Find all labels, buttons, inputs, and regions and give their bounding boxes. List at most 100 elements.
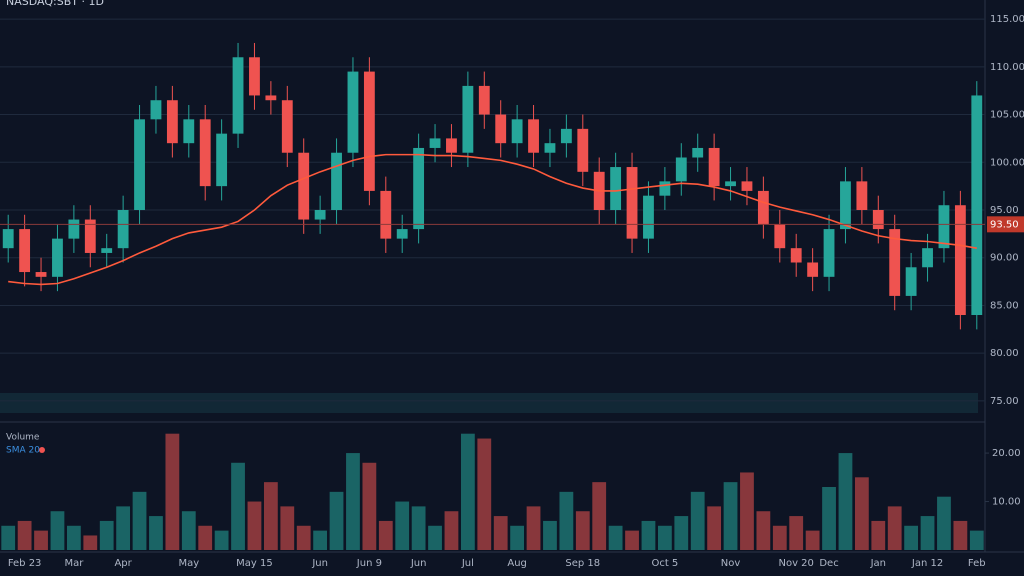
candle-body bbox=[68, 219, 80, 239]
candle-body bbox=[725, 181, 736, 187]
candle-body bbox=[954, 205, 966, 315]
volume-tick-label: 20.00 bbox=[992, 448, 1021, 459]
candle-body bbox=[840, 181, 851, 230]
volume-bar bbox=[444, 511, 459, 550]
volume-bar bbox=[723, 482, 738, 550]
volume-bar bbox=[674, 516, 689, 550]
y-tick-label: 85.00 bbox=[990, 300, 1019, 311]
x-tick-label: Aug bbox=[507, 558, 527, 569]
volume-bar bbox=[346, 453, 360, 550]
volume-bar bbox=[657, 525, 672, 550]
x-tick-label: Feb bbox=[968, 558, 986, 569]
volume-bar bbox=[66, 525, 81, 550]
volume-bar bbox=[953, 520, 968, 550]
price-label: 93.50 bbox=[990, 219, 1019, 230]
volume-bar bbox=[34, 530, 48, 550]
candle-body bbox=[511, 119, 523, 144]
x-tick-label: Oct 5 bbox=[651, 558, 678, 569]
price-label-box bbox=[987, 216, 1024, 233]
volume-bar bbox=[510, 525, 525, 550]
candle-body bbox=[199, 119, 211, 187]
candle-body bbox=[741, 181, 753, 191]
candle-body bbox=[232, 57, 244, 134]
y-tick-label: 80.00 bbox=[990, 348, 1019, 359]
volume-bar bbox=[592, 482, 607, 550]
candle-body bbox=[643, 195, 654, 239]
candle-body bbox=[577, 128, 589, 172]
volume-bar bbox=[296, 525, 311, 550]
x-tick-label: Sep 18 bbox=[565, 558, 600, 569]
volume-bar bbox=[854, 477, 869, 550]
candle-body bbox=[823, 229, 835, 277]
candle-body bbox=[675, 157, 687, 182]
candle-body bbox=[331, 152, 342, 210]
volume-bar bbox=[280, 506, 295, 550]
candle-body bbox=[528, 119, 539, 153]
x-tick-label: Nov bbox=[721, 558, 741, 569]
volume-bar bbox=[789, 516, 804, 550]
x-tick-label: Feb 23 bbox=[8, 558, 42, 569]
candle-body bbox=[971, 95, 983, 315]
candle-body bbox=[101, 248, 113, 253]
candle-body bbox=[347, 71, 359, 153]
volume-bar bbox=[822, 487, 836, 550]
x-tick-label: Apr bbox=[114, 558, 132, 569]
candle-body bbox=[659, 181, 671, 196]
legend-dot bbox=[39, 447, 45, 453]
candle-body bbox=[889, 229, 901, 296]
chart-title: NASDAQ:SBT · 1D bbox=[6, 0, 104, 8]
candle-body bbox=[462, 85, 474, 153]
volume-bar bbox=[149, 516, 163, 550]
candle-body bbox=[757, 190, 769, 225]
candle-body bbox=[610, 167, 622, 210]
candle-body bbox=[183, 119, 195, 144]
candle-body bbox=[298, 152, 310, 220]
candle-body bbox=[560, 128, 572, 144]
x-tick-label: Mar bbox=[64, 558, 84, 569]
candle-body bbox=[495, 114, 507, 144]
candle-body bbox=[544, 143, 556, 153]
candle-body bbox=[249, 57, 260, 96]
y-tick-label: 90.00 bbox=[990, 253, 1019, 264]
candle-body bbox=[626, 167, 638, 239]
x-tick-label: May 15 bbox=[236, 558, 273, 569]
y-tick-label: 100.00 bbox=[990, 157, 1024, 168]
candle-body bbox=[314, 210, 326, 220]
volume-bar bbox=[904, 525, 919, 550]
candle-body bbox=[52, 238, 63, 277]
volume-bar bbox=[608, 525, 623, 550]
overview-band bbox=[0, 393, 978, 413]
candle-body bbox=[922, 248, 933, 268]
volume-bar bbox=[756, 511, 771, 550]
volume-bar bbox=[165, 433, 180, 550]
x-tick-label: Jan 12 bbox=[911, 558, 943, 569]
volume-bar bbox=[329, 491, 344, 550]
volume-bar bbox=[132, 491, 147, 550]
volume-bar bbox=[838, 453, 853, 550]
volume-bar bbox=[575, 511, 590, 550]
candle-body bbox=[774, 224, 786, 249]
volume-bar bbox=[428, 525, 442, 550]
x-tick-label: Jul bbox=[461, 558, 474, 569]
x-tick-label: May bbox=[178, 558, 199, 569]
x-tick-label: Nov 20 bbox=[778, 558, 813, 569]
volume-bar bbox=[313, 530, 328, 550]
volume-bar bbox=[395, 501, 410, 550]
volume-bar bbox=[690, 491, 705, 550]
x-tick-label: Jun bbox=[410, 558, 427, 569]
candle-body bbox=[265, 95, 277, 101]
volume-bar bbox=[50, 511, 65, 550]
volume-bar bbox=[526, 506, 541, 550]
volume-bar bbox=[543, 520, 557, 550]
y-tick-label: 110.00 bbox=[990, 62, 1024, 73]
volume-bar bbox=[181, 511, 196, 550]
candle-body bbox=[150, 100, 162, 120]
y-tick-label: 105.00 bbox=[990, 110, 1024, 121]
volume-bar bbox=[625, 530, 639, 550]
volume-bar bbox=[937, 496, 951, 550]
candle-body bbox=[790, 248, 802, 263]
candle-body bbox=[856, 181, 868, 210]
